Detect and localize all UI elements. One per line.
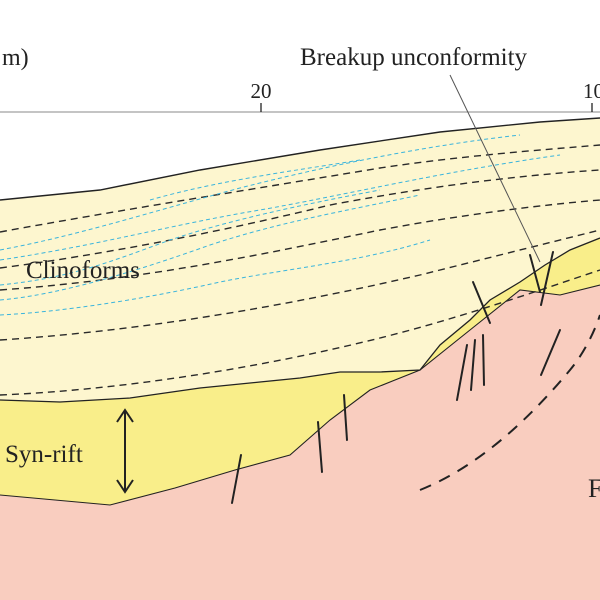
dashed-horizon xyxy=(0,269,600,396)
breakup-unconformity-label: Breakup unconformity xyxy=(300,44,528,71)
fault-line xyxy=(482,334,485,386)
tick-label-10: 10 xyxy=(583,79,600,103)
double-arrow-icon xyxy=(116,408,134,494)
clinoform-line xyxy=(0,194,421,301)
fault-line xyxy=(456,344,468,401)
fault-line xyxy=(540,251,554,306)
clinoform-lines xyxy=(0,134,561,316)
dashed-horizons xyxy=(0,144,600,396)
dashed-horizon xyxy=(0,144,600,233)
tick-label-20: 20 xyxy=(251,79,272,103)
fault-line xyxy=(343,394,348,441)
breakup-surface-line xyxy=(0,237,600,403)
clinoform-line xyxy=(0,134,521,251)
basement-label-fragment: F xyxy=(588,474,600,503)
leader-line xyxy=(449,74,541,263)
top-surface-line xyxy=(0,117,600,201)
fault-line xyxy=(529,254,541,293)
fault-line xyxy=(472,281,491,324)
clinoforms-label: Clinoforms xyxy=(26,257,140,284)
fault-line xyxy=(540,329,561,376)
clinoform-line xyxy=(0,189,381,286)
syn-rift-layer xyxy=(0,238,600,505)
fault-line xyxy=(231,454,242,504)
dashed-detachment xyxy=(419,314,600,491)
clinoform-line xyxy=(0,154,561,261)
post-rift-layer xyxy=(0,118,600,402)
top-basement-line xyxy=(0,284,600,506)
axis-unit-label: m) xyxy=(2,45,29,71)
dashed-horizon xyxy=(0,229,600,341)
dashed-horizon xyxy=(0,169,600,269)
fault-line xyxy=(470,339,476,391)
syn-rift-label: Syn-rift xyxy=(5,441,83,468)
faults xyxy=(231,251,561,504)
dashed-horizon xyxy=(0,199,600,291)
fault-line xyxy=(317,421,323,473)
basement-layer xyxy=(0,285,600,600)
clinoform-line xyxy=(149,159,361,201)
